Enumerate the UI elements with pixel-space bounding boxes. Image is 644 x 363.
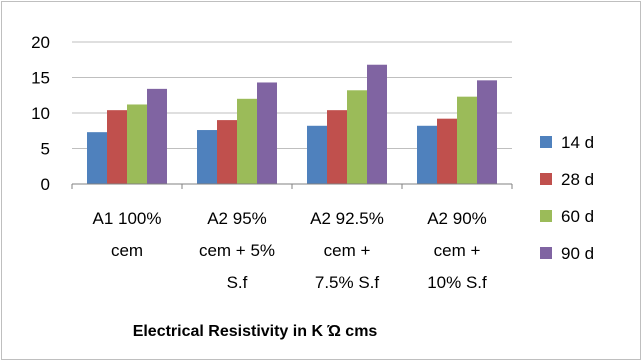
bars-layer [87,64,497,184]
x-tick-label: 7.5% S.f [315,273,380,292]
bar [217,120,237,184]
bar [87,132,107,184]
x-tick-label: A2 95% [207,209,267,228]
bar [307,125,327,184]
y-tick-label: 15 [31,69,50,88]
bar [367,64,387,184]
y-tick-label: 0 [41,175,50,194]
bar [147,88,167,184]
bar [417,125,437,184]
legend-swatch [540,247,552,259]
x-tick-label: 10% S.f [427,273,487,292]
x-tick-label: S.f [227,273,248,292]
x-tick-label: cem + 5% [199,241,275,260]
legend: 14 d 28 d 60 d 90 d [540,133,594,263]
bar [327,110,347,184]
x-tick-label: A2 92.5% [310,209,384,228]
legend-swatch [540,173,552,185]
legend-swatch [540,136,552,148]
y-tick-label: 5 [41,140,50,159]
y-tick-label: 10 [31,104,50,123]
x-tick-label: cem [111,241,143,260]
legend-label: 28 d [561,170,594,189]
bar [127,104,147,184]
bar [237,98,257,184]
bar [197,130,217,184]
bar [347,90,367,184]
bar [257,82,277,184]
legend-swatch [540,210,552,222]
x-tick-label: cem + [324,241,371,260]
x-tick-label: A1 100% [93,209,162,228]
legend-label: 60 d [561,207,594,226]
x-tick-label: cem + [434,241,481,260]
bar [107,110,127,184]
axis-layer: 0 5 10 15 20 A1 100% cem A2 95% cem + 5% S.f A2 92… [31,33,513,292]
bar [477,80,497,184]
y-tick-label: 20 [31,33,50,52]
bar [457,96,477,184]
x-axis-title: Electrical Resistivity in K Ώ cms [133,323,378,340]
x-tick-label: A2 90% [427,209,487,228]
legend-label: 90 d [561,244,594,263]
bar [437,118,457,184]
legend-label: 14 d [561,133,594,152]
